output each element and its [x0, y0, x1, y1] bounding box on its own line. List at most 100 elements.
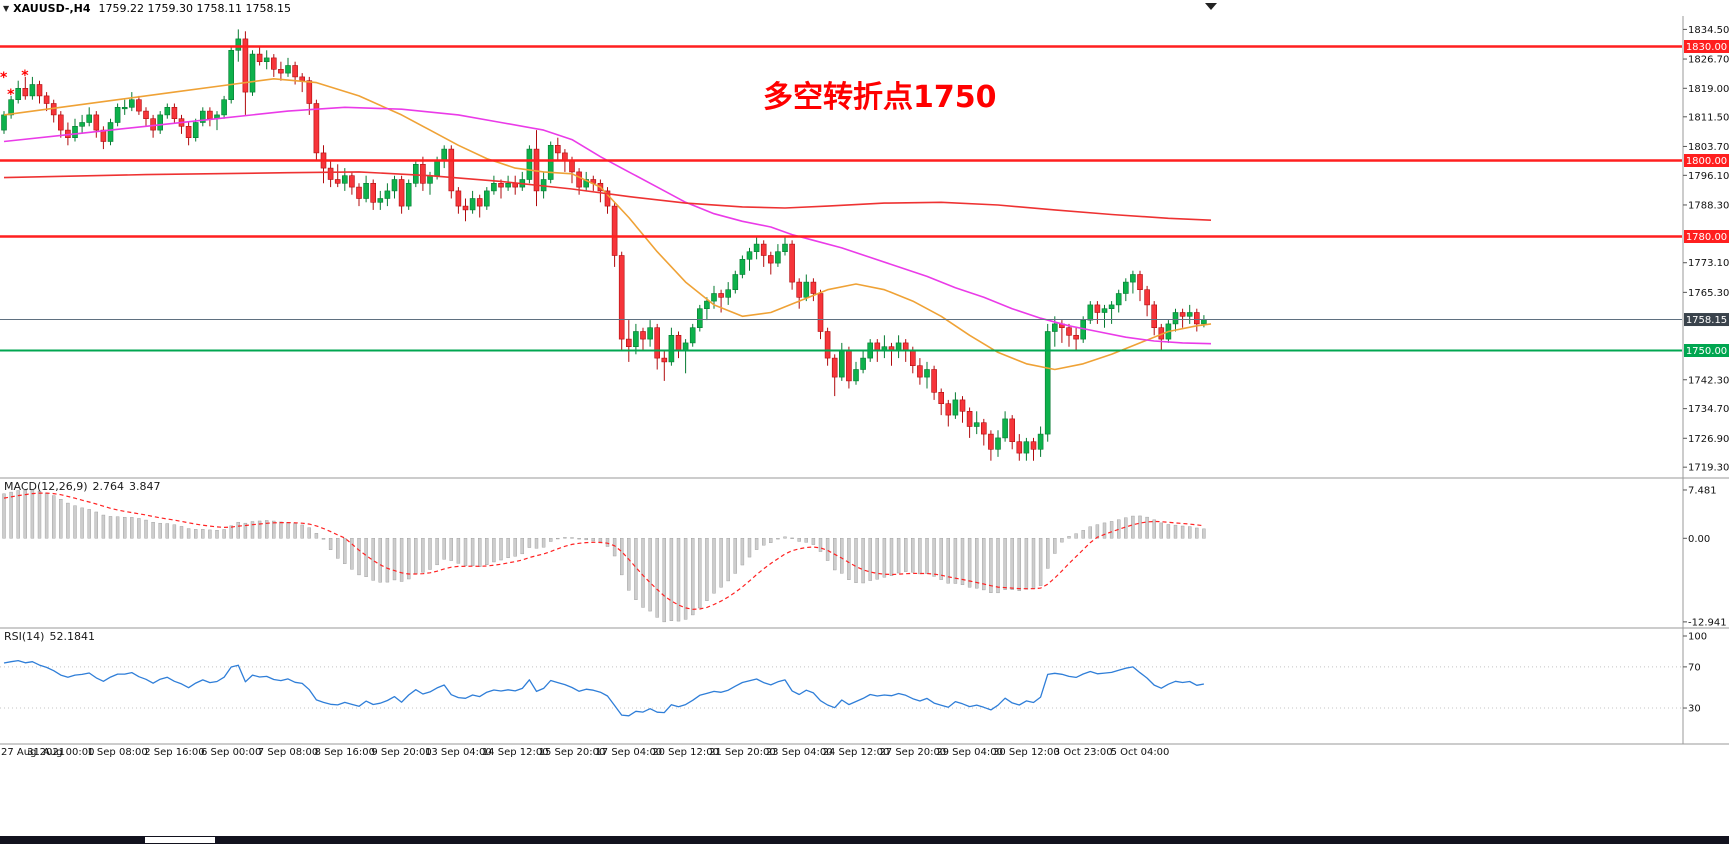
macd-histogram-bar — [584, 538, 588, 541]
macd-histogram-bar — [534, 538, 539, 549]
collapse-arrow-icon[interactable]: ▼ — [3, 4, 10, 13]
macd-histogram-bar — [726, 538, 730, 582]
candle-up — [1172, 312, 1179, 325]
macd-histogram-bar — [506, 538, 510, 558]
candle-down — [1137, 274, 1143, 290]
candle-down — [959, 399, 966, 412]
candle-up — [704, 300, 710, 310]
hline-1750.00-tag[interactable] — [1684, 344, 1729, 357]
candle-up — [1130, 274, 1136, 283]
macd-histogram-bar — [250, 521, 255, 539]
macd-axis-label: 7.481 — [1688, 485, 1717, 496]
hline-1780.00-tag[interactable] — [1684, 230, 1729, 243]
macd-histogram-bar — [868, 538, 872, 581]
candle-down — [796, 281, 803, 298]
macd-histogram-bar — [478, 538, 482, 567]
candle-down — [93, 114, 100, 131]
macd-histogram-bar — [513, 538, 517, 557]
macd-histogram-bar — [1017, 538, 1021, 591]
macd-histogram-bar — [87, 509, 91, 539]
price-axis-label: 1796.10 — [1688, 171, 1729, 182]
macd-histogram-bar — [1088, 526, 1093, 539]
candle-up — [505, 183, 511, 188]
macd-histogram-bar — [392, 538, 397, 581]
candle-up — [1, 114, 7, 131]
macd-histogram-bar — [904, 538, 908, 572]
macd-histogram-bar — [1195, 527, 1199, 539]
candle-up — [79, 122, 85, 127]
macd-histogram-bar — [108, 516, 113, 539]
macd-histogram-bar — [655, 538, 659, 618]
hline-1830.00-tag[interactable] — [1684, 40, 1729, 53]
candle-down — [327, 167, 334, 180]
macd-histogram-bar — [137, 518, 141, 539]
candle-down — [1151, 304, 1157, 328]
macd-histogram-bar — [80, 507, 84, 539]
candle-down — [917, 365, 923, 378]
chart-marker-star: * — [21, 68, 29, 84]
macd-histogram-bar — [1180, 525, 1185, 539]
candle-up — [547, 145, 554, 180]
candle-up — [391, 179, 398, 192]
macd-histogram-bar — [286, 522, 290, 539]
chart-marker-star: * — [7, 87, 15, 103]
time-axis-label: 7 Sep 08:00 — [258, 747, 318, 758]
candle-down — [43, 95, 50, 104]
candle-up — [164, 107, 171, 116]
macd-histogram-bar — [449, 538, 453, 561]
candle-up — [107, 122, 114, 142]
time-axis-label: 8 Sep 16:00 — [315, 747, 375, 758]
candle-up — [483, 190, 490, 207]
candle-down — [846, 350, 852, 382]
price-axis-label: 1811.50 — [1688, 112, 1729, 123]
macd-histogram-bar — [115, 516, 120, 539]
macd-histogram-bar — [9, 491, 13, 539]
candle-up — [952, 399, 959, 416]
candle-up — [746, 251, 753, 260]
symbol-period-label: XAUUSD-,H4 — [13, 2, 91, 15]
candle-down — [476, 198, 483, 207]
candle-up — [235, 38, 242, 51]
candle-down — [36, 84, 43, 97]
candle-down — [292, 65, 298, 78]
time-axis-label: 31 Aug 00:00 — [27, 747, 94, 758]
candle-down — [654, 327, 661, 359]
macd-histogram-bar — [705, 538, 709, 601]
macd-histogram-bar — [932, 538, 936, 577]
candle-down — [1073, 334, 1079, 340]
candle-down — [256, 53, 263, 62]
candle-up — [633, 331, 639, 347]
macd-histogram-bar — [754, 538, 759, 550]
macd-histogram-bar — [1109, 521, 1114, 539]
ma-orange-line — [3, 78, 1212, 371]
macd-histogram-bar — [939, 538, 943, 580]
candle-down — [817, 293, 824, 332]
candle-down — [334, 179, 341, 184]
macd-histogram-bar — [378, 538, 382, 583]
macd-histogram-bar — [158, 522, 162, 539]
macd-histogram-bar — [421, 538, 425, 573]
macd-histogram-bar — [442, 538, 446, 560]
macd-histogram-bar — [257, 520, 262, 539]
hline-1800.00-tag[interactable] — [1684, 154, 1729, 167]
candle-up — [129, 99, 135, 108]
candle-down — [22, 88, 29, 97]
ma-magenta-line — [3, 106, 1212, 345]
macd-histogram-bar — [769, 538, 773, 543]
candle-down — [150, 118, 156, 131]
time-axis-label: 24 Sep 12:00 — [823, 747, 890, 758]
candle-down — [767, 255, 774, 264]
macd-histogram-bar — [854, 538, 858, 583]
candle-down — [1094, 304, 1101, 313]
candle-up — [696, 308, 703, 329]
candle-down — [945, 403, 952, 416]
macd-main-value: 2.764 — [92, 480, 125, 493]
macd-histogram-bar — [151, 522, 155, 539]
macd-histogram-bar — [101, 514, 106, 539]
chart-shift-marker[interactable] — [1205, 3, 1217, 10]
macd-histogram-bar — [825, 538, 830, 561]
candle-down — [909, 350, 916, 366]
macd-histogram-bar — [30, 489, 35, 539]
macd-histogram-bar — [272, 520, 276, 539]
